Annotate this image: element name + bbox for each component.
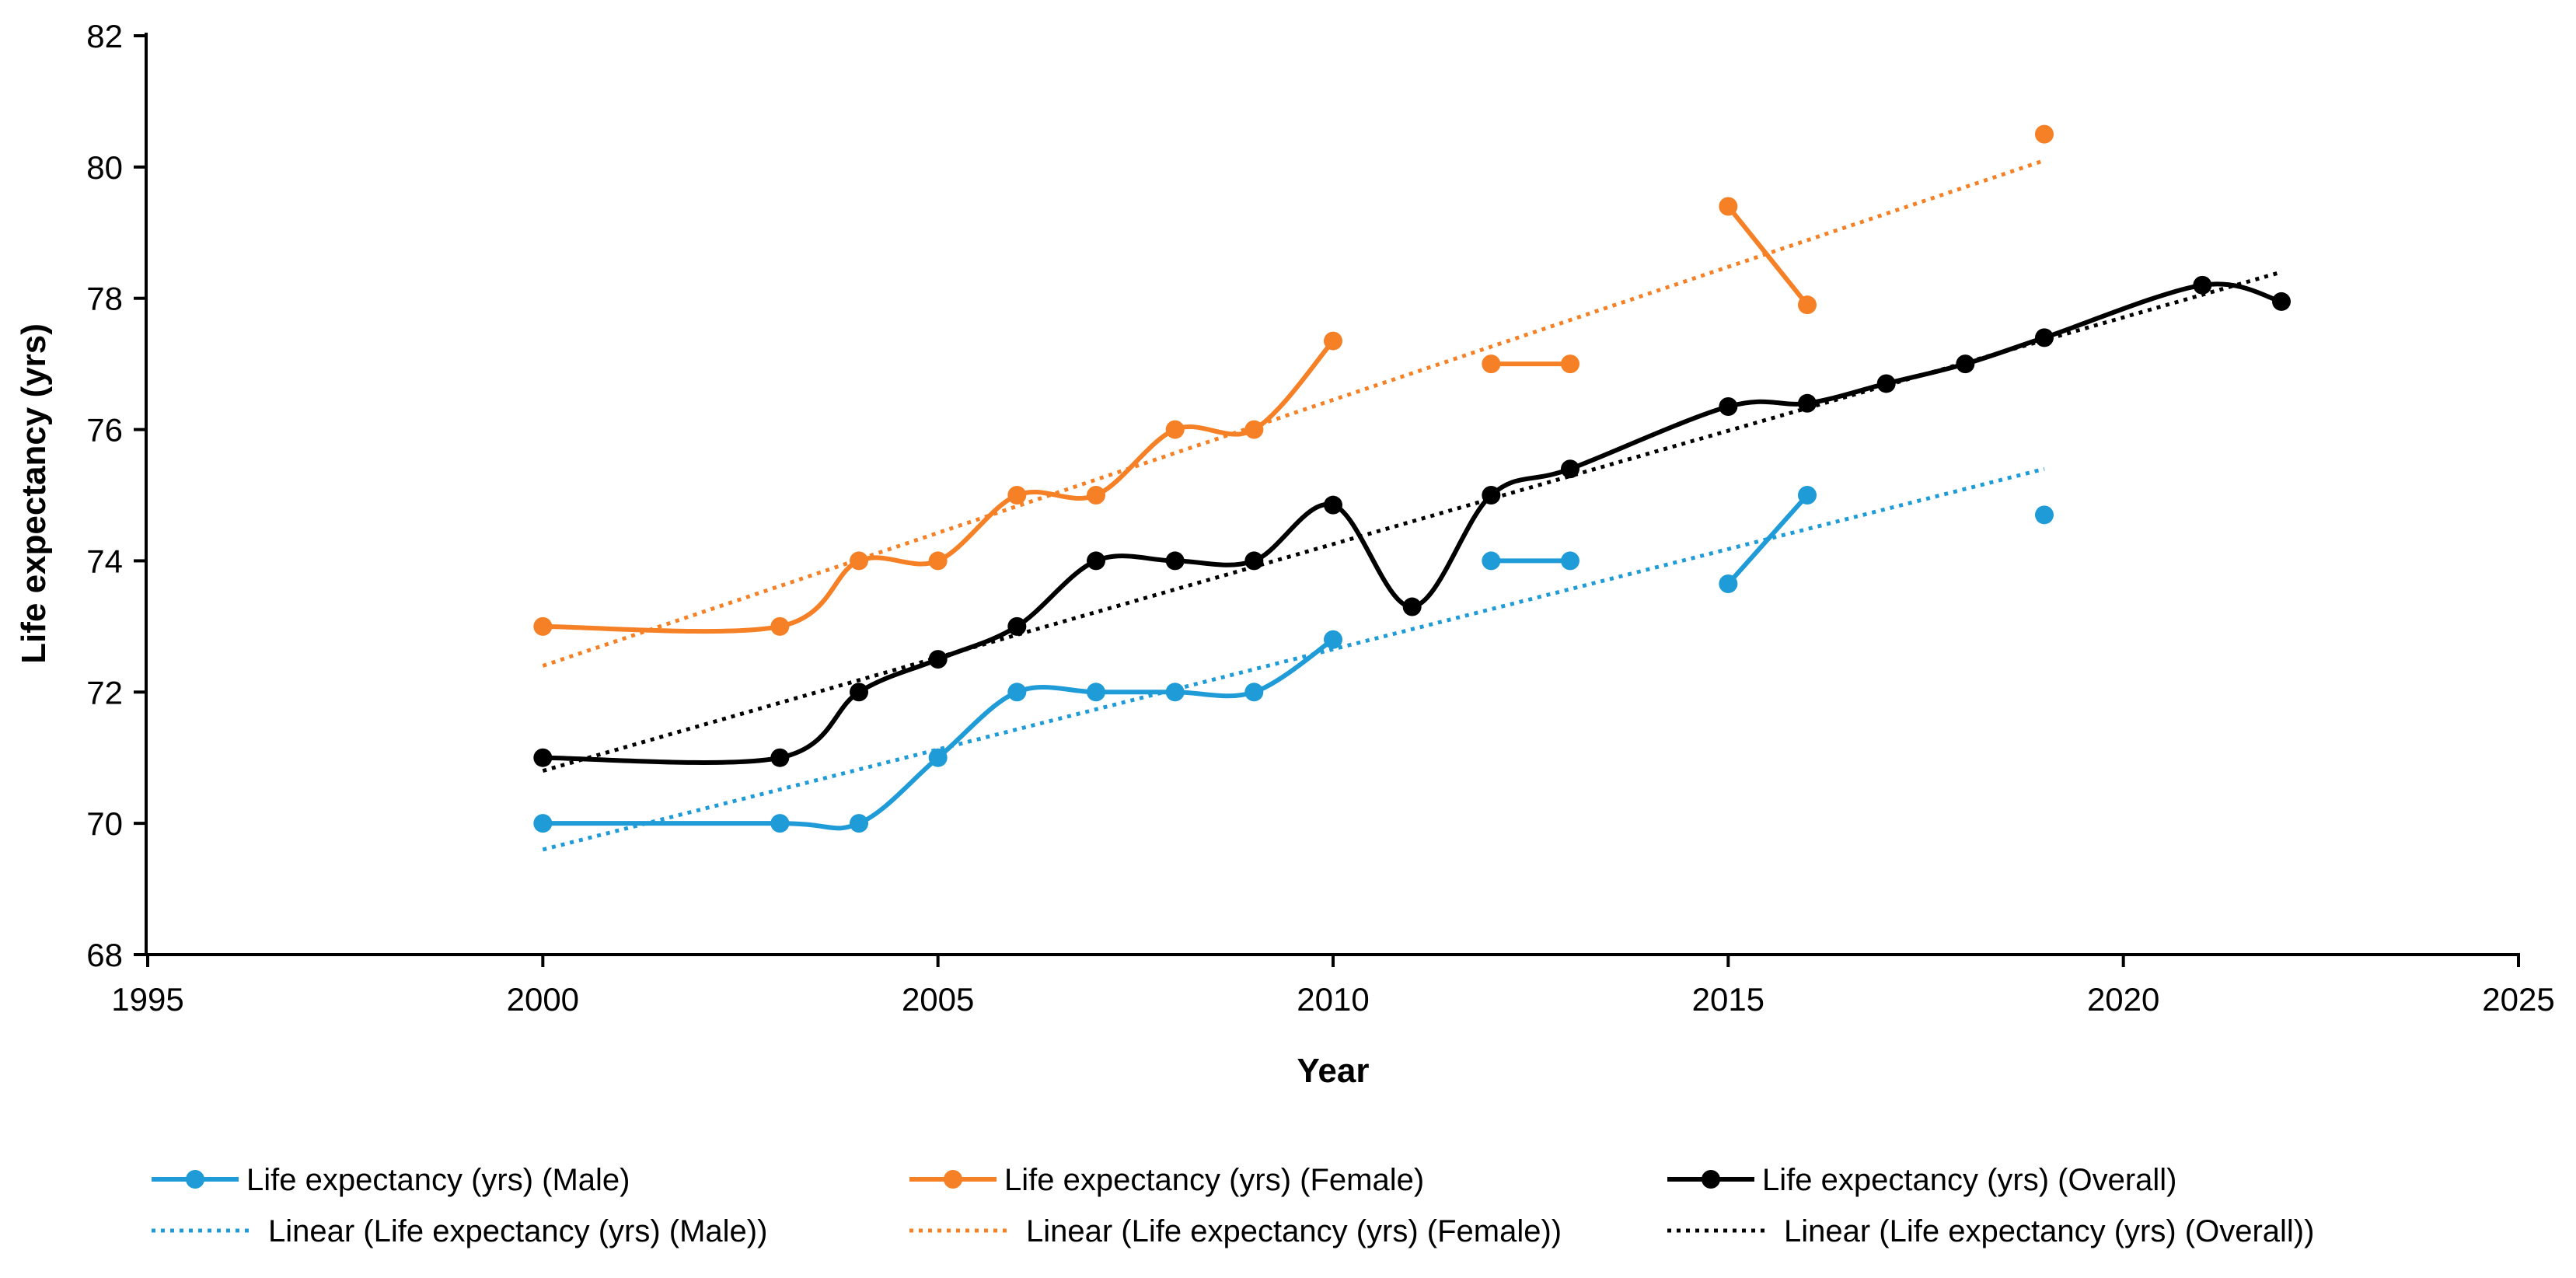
- legend-label: Linear (Life expectancy (yrs) (Male)): [268, 1214, 767, 1248]
- data-point: [1007, 486, 1027, 505]
- axes: [145, 33, 2520, 956]
- x-tick-label: 2000: [507, 981, 579, 1018]
- data-point: [1324, 495, 1342, 515]
- y-tick-label: 74: [86, 543, 123, 579]
- data-point: [533, 748, 553, 767]
- x-tick-label: 2025: [2482, 981, 2554, 1018]
- legend-item-life-expectancy-yrs-male: Life expectancy (yrs) (Male): [152, 1163, 630, 1197]
- data-point: [850, 683, 868, 702]
- data-point: [1561, 551, 1579, 571]
- legend: Life expectancy (yrs) (Male) Life expecta…: [152, 1163, 2314, 1248]
- data-point: [850, 814, 868, 833]
- y-tick-label: 68: [86, 937, 123, 973]
- data-point: [1561, 354, 1579, 374]
- data-point: [1165, 420, 1185, 439]
- trendlines: [542, 159, 2282, 852]
- legend-item-life-expectancy-yrs-female: Life expectancy (yrs) (Female): [909, 1163, 1424, 1197]
- legend-label: Linear (Life expectancy (yrs) (Female)): [1026, 1214, 1562, 1248]
- y-tick-label: 72: [86, 674, 123, 711]
- x-tick-label: 2005: [902, 981, 974, 1018]
- series-lines: [533, 124, 2291, 833]
- data-point: [770, 748, 790, 767]
- data-point: [928, 748, 948, 767]
- series-line: [543, 339, 1335, 634]
- legend-item-life-expectancy-yrs-overall: Life expectancy (yrs) (Overall): [1667, 1163, 2176, 1197]
- data-point: [1244, 420, 1264, 439]
- data-point: [1482, 551, 1501, 571]
- data-point: [2035, 505, 2054, 525]
- data-point: [1956, 354, 1975, 374]
- series-line: [1726, 494, 1810, 585]
- legend-item-linear-life-expectancy-yrs-male: Linear (Life expectancy (yrs) (Male)): [152, 1214, 767, 1248]
- series-line: [1726, 204, 1810, 307]
- legend-swatch-marker: [186, 1170, 204, 1189]
- legend-label: Life expectancy (yrs) (Male): [246, 1163, 630, 1197]
- data-point: [928, 551, 948, 571]
- legend-swatch-marker: [944, 1170, 962, 1189]
- x-axis-title: Year: [1297, 1052, 1370, 1090]
- data-point: [2035, 124, 2054, 144]
- data-point: [1719, 397, 1738, 417]
- data-point: [533, 616, 553, 636]
- data-point: [1087, 683, 1105, 702]
- data-point: [1798, 486, 1817, 505]
- data-point: [1798, 295, 1817, 315]
- x-ticks: 1995 2000 2005 2010 2015 2020 2025: [111, 955, 2555, 1018]
- data-point: [1482, 486, 1501, 505]
- data-point: [1087, 551, 1105, 571]
- data-point: [1402, 597, 1422, 616]
- legend-label: Life expectancy (yrs) (Overall): [1762, 1163, 2176, 1197]
- data-point: [1087, 486, 1105, 505]
- trendline-linear-life-expectancy-yrs-overall: [542, 270, 2282, 773]
- data-point: [1244, 551, 1264, 571]
- y-axis-title: Life expectancy (yrs): [15, 323, 53, 664]
- data-point: [1876, 374, 1896, 393]
- data-point: [1244, 683, 1264, 702]
- data-point: [1007, 616, 1027, 636]
- data-point: [1561, 459, 1579, 479]
- data-point: [1324, 630, 1342, 649]
- data-point: [533, 814, 553, 833]
- data-point: [1719, 197, 1738, 216]
- data-point: [850, 551, 868, 571]
- series-line: [543, 281, 2282, 765]
- data-point: [1165, 551, 1185, 571]
- data-point: [1798, 393, 1817, 413]
- x-tick-label: 2020: [2087, 981, 2159, 1018]
- y-tick-label: 70: [86, 805, 123, 842]
- data-point: [770, 814, 790, 833]
- x-tick-label: 1995: [111, 981, 183, 1018]
- legend-item-linear-life-expectancy-yrs-female: Linear (Life expectancy (yrs) (Female)): [909, 1214, 1562, 1248]
- y-tick-label: 76: [86, 412, 123, 449]
- data-point: [1482, 354, 1501, 374]
- trendline-linear-life-expectancy-yrs-female: [542, 159, 2045, 668]
- data-point: [770, 616, 790, 636]
- x-tick-label: 2010: [1297, 981, 1369, 1018]
- legend-label: Linear (Life expectancy (yrs) (Overall)): [1784, 1214, 2314, 1248]
- data-point: [1324, 331, 1342, 351]
- data-point: [2272, 292, 2291, 311]
- data-point: [1719, 574, 1738, 593]
- series-life-expectancy-yrs-male: [533, 486, 2054, 833]
- data-point: [1007, 683, 1027, 702]
- data-point: [2193, 275, 2212, 295]
- y-tick-label: 78: [86, 281, 123, 317]
- data-point: [2035, 328, 2054, 347]
- y-tick-label: 82: [86, 18, 123, 54]
- data-point: [1165, 683, 1185, 702]
- series-life-expectancy-yrs-overall: [533, 275, 2291, 767]
- x-tick-label: 2015: [1692, 981, 1764, 1018]
- y-ticks: 68 70 72 74 76 78 80 82: [86, 18, 146, 973]
- legend-swatch-marker: [1702, 1170, 1720, 1189]
- legend-label: Life expectancy (yrs) (Female): [1004, 1163, 1424, 1197]
- trendline-linear-life-expectancy-yrs-male: [542, 466, 2045, 852]
- legend-item-linear-life-expectancy-yrs-overall: Linear (Life expectancy (yrs) (Overall)): [1667, 1214, 2314, 1248]
- y-tick-label: 80: [86, 149, 123, 186]
- data-point: [928, 650, 948, 669]
- series-life-expectancy-yrs-female: [533, 124, 2054, 636]
